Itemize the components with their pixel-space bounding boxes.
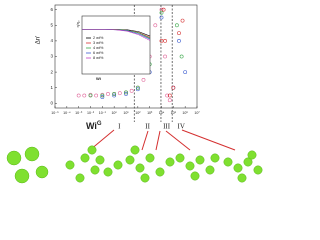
x-tick-label: 10⁻⁴: [63, 111, 71, 115]
y-tick-label: 4: [50, 38, 53, 43]
x-tick-label: 10⁷: [194, 111, 200, 115]
y-tick-label: 0: [50, 101, 53, 106]
particle: [237, 173, 247, 183]
particle: [185, 161, 195, 171]
x-tick-label: 10⁻⁵: [51, 111, 59, 115]
data-point: [179, 54, 184, 59]
legend-label: 8 wt%: [93, 56, 104, 60]
data-point: [88, 93, 93, 98]
particle: [95, 155, 105, 165]
legend-label: 3 wt%: [93, 41, 104, 45]
x-tick-label: 10²: [135, 111, 141, 115]
particle: [233, 163, 243, 173]
inset-frame: [81, 15, 151, 75]
x-axis-label: WiG: [86, 121, 102, 132]
data-point: [82, 93, 87, 98]
y-tick-label: 1: [50, 85, 53, 90]
data-point: [183, 70, 188, 75]
y-tick-label: 3: [50, 54, 53, 59]
x-tick-label: 10⁵: [171, 111, 177, 115]
data-point: [117, 91, 122, 96]
particle: [75, 173, 85, 183]
data-point: [159, 38, 164, 43]
region-label: I: [118, 123, 121, 131]
data-point: [163, 38, 167, 43]
particle: [155, 167, 165, 177]
region-label: II: [145, 123, 150, 131]
particle: [195, 155, 205, 165]
data-point: [141, 78, 146, 82]
particle: [65, 160, 75, 170]
data-point: [100, 95, 105, 99]
x-tick-label: 10¹: [123, 111, 129, 115]
y-tick-label: 5: [50, 22, 53, 27]
particle: [125, 155, 135, 165]
x-tick-label: 10⁻²: [87, 111, 95, 115]
particle: [113, 160, 123, 170]
particle: [103, 167, 113, 177]
data-point: [159, 15, 164, 20]
x-tick-label: 10⁴: [159, 111, 165, 115]
particle: [130, 145, 140, 155]
data-point: [177, 31, 181, 35]
data-point: [135, 85, 140, 90]
arrows: [89, 129, 236, 151]
particle: [175, 153, 185, 163]
data-point: [112, 92, 117, 96]
figure: WiG Δn′ 0 1 2 3 4 5 6 10⁻⁵ 10⁻⁴ 10⁻³ 10⁻² 10⁻¹ 10⁰ 10…: [6, 4, 263, 184]
x-tick-label: 10⁻³: [75, 111, 83, 115]
data-point: [112, 93, 117, 98]
particle: [145, 153, 155, 163]
particle: [253, 165, 263, 175]
particle: [90, 165, 100, 175]
data-point: [167, 98, 172, 103]
data-point: [76, 93, 81, 98]
legend-label: 2 wt%: [93, 36, 104, 40]
data-point: [100, 93, 105, 98]
particle: [223, 157, 233, 167]
y-tick-label: 6: [50, 7, 53, 12]
data-point: [163, 54, 167, 59]
legend-label: 6 wt%: [93, 51, 104, 55]
x-tick-label: 10⁰: [111, 111, 117, 115]
particle: [243, 157, 253, 167]
data-point: [171, 85, 176, 90]
legend-label: 4 wt%: [93, 46, 104, 50]
particle: [247, 150, 257, 160]
data-point: [161, 7, 166, 12]
particle: [190, 171, 200, 181]
data-point: [94, 93, 99, 98]
y-axis-label: Δn′: [36, 35, 42, 44]
data-point: [165, 93, 170, 98]
data-point: [174, 23, 179, 28]
region-label: IV: [177, 123, 184, 131]
data-point: [153, 23, 158, 28]
particle: [165, 157, 175, 167]
data-point: [159, 10, 164, 15]
data-point: [124, 92, 128, 96]
data-point: [177, 38, 181, 43]
particle: [87, 145, 97, 155]
particle: [140, 173, 150, 183]
x-tick-label: 10⁻¹: [99, 111, 107, 115]
particle: [210, 153, 220, 163]
data-point: [129, 88, 134, 93]
data-point: [167, 93, 172, 98]
particle: [135, 163, 145, 173]
data-point: [135, 87, 140, 92]
region-label: III: [163, 123, 171, 131]
particle: [205, 165, 215, 175]
x-tick-label: 10⁶: [182, 111, 188, 115]
inset-y-label: η/η₀: [76, 20, 80, 27]
data-point: [180, 18, 185, 23]
data-line: [82, 29, 151, 41]
data-point: [124, 90, 128, 95]
inset-x-label: Wi: [96, 76, 101, 81]
illustrations: [6, 146, 49, 184]
y-tick-label: 2: [50, 69, 53, 74]
particle: [80, 153, 90, 163]
x-tick-label: 10³: [147, 111, 153, 115]
data-point: [106, 92, 110, 96]
